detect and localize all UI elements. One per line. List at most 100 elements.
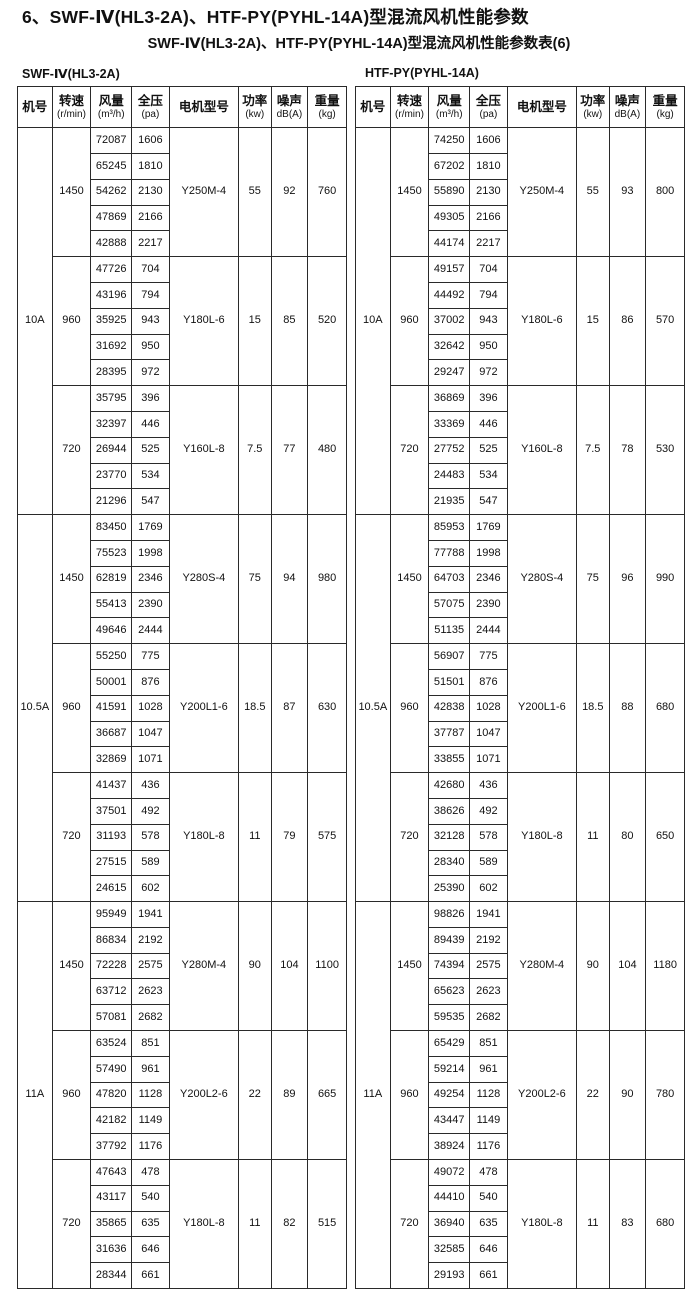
cell-speed: 960 (51, 643, 92, 774)
cell-air-flow: 21296 (90, 488, 133, 516)
column-header-model: 电机型号 (506, 86, 577, 129)
cell-total-pressure: 943 (131, 307, 170, 335)
cell-air-flow: 72087 (90, 127, 133, 154)
cell-air-flow: 31692 (90, 333, 133, 361)
cell-total-pressure: 661 (469, 1262, 508, 1289)
column-header-power-main: 功率 (580, 94, 606, 109)
cell-motor-model: Y200L2-6 (506, 1030, 577, 1161)
cell-air-flow: 33369 (428, 410, 471, 438)
cell-air-flow: 77788 (428, 539, 471, 567)
cell-total-pressure: 1810 (469, 152, 508, 180)
cell-air-flow: 29247 (428, 359, 471, 387)
column-header-speed: 转速 (r/min) (51, 86, 92, 129)
table-row: 49305 2166 (356, 204, 685, 232)
cell-total-pressure: 635 (469, 1210, 508, 1238)
cell-total-pressure: 2444 (131, 617, 170, 645)
cell-total-pressure: 1998 (131, 539, 170, 567)
table-row: 720 35795 396 Y160L-8 7.5 77 480 (18, 385, 347, 516)
table-row: 75523 1998 (18, 539, 347, 567)
cell-air-flow: 28344 (90, 1262, 133, 1289)
cell-air-flow: 74250 (428, 127, 471, 154)
table-captions: SWF-Ⅳ(HL3-2A) HTF-PY(PYHL-14A) (22, 54, 682, 86)
cell-machine-number: 10A (355, 127, 391, 516)
page-root: 6、SWF-Ⅳ(HL3-2A)、HTF-PY(PYHL-14A)型混流风机性能参… (17, 7, 685, 1289)
cell-total-pressure: 540 (469, 1184, 508, 1212)
column-header-machine: 机号 (355, 86, 391, 129)
cell-air-flow: 44410 (428, 1184, 471, 1212)
cell-noise: 79 (270, 772, 309, 903)
cell-speed: 1450 (51, 901, 92, 1032)
column-header-pressure-unit: (pa) (479, 108, 498, 120)
cell-air-flow: 50001 (90, 668, 133, 696)
cell-speed: 1450 (51, 127, 92, 258)
cell-total-pressure: 972 (131, 359, 170, 387)
cell-weight: 980 (307, 514, 347, 645)
cell-air-flow: 72228 (90, 952, 133, 980)
cell-total-pressure: 1769 (131, 514, 170, 541)
cell-total-pressure: 646 (469, 1236, 508, 1264)
cell-air-flow: 38626 (428, 797, 471, 825)
cell-total-pressure: 2682 (131, 1004, 170, 1032)
cell-air-flow: 47726 (90, 256, 133, 283)
cell-machine-number: 10.5A (17, 514, 53, 903)
cell-total-pressure: 851 (469, 1030, 508, 1057)
cell-power: 11 (575, 1159, 610, 1289)
cell-total-pressure: 534 (469, 462, 508, 490)
cell-total-pressure: 943 (469, 307, 508, 335)
column-header-speed-main: 转速 (396, 94, 422, 109)
cell-total-pressure: 2682 (469, 1004, 508, 1032)
cell-total-pressure: 972 (469, 359, 508, 387)
table-row: 43196 794 (18, 281, 347, 309)
cell-air-flow: 32642 (428, 333, 471, 361)
table-header-row: 机号 转速 (r/min) 风量 (m³/h) 全压 (pa) 电机型号 功率 (kw) 噪声 dB(… (355, 86, 685, 129)
cell-total-pressure: 2217 (469, 230, 508, 258)
table-row: 720 36869 396 Y160L-8 7.5 78 530 (356, 385, 685, 516)
cell-weight: 780 (645, 1030, 685, 1161)
cell-air-flow: 33855 (428, 746, 471, 774)
cell-machine-number: 11A (355, 901, 391, 1289)
table-row: 960 47726 704 Y180L-6 15 85 520 (18, 256, 347, 387)
cell-total-pressure: 1071 (469, 746, 508, 774)
cell-air-flow: 43447 (428, 1107, 471, 1135)
cell-total-pressure: 578 (469, 823, 508, 851)
table-row: 11A 1450 98826 1941 Y280M-4 90 104 1180 (355, 901, 685, 1289)
cell-air-flow: 49157 (428, 256, 471, 283)
cell-total-pressure: 2192 (469, 926, 508, 954)
cell-speed: 720 (389, 772, 430, 903)
cell-total-pressure: 635 (131, 1210, 170, 1238)
cell-air-flow: 44174 (428, 230, 471, 258)
cell-total-pressure: 1071 (131, 746, 170, 774)
cell-total-pressure: 396 (469, 385, 508, 412)
cell-total-pressure: 446 (131, 410, 170, 438)
cell-total-pressure: 1176 (131, 1133, 170, 1161)
cell-weight: 665 (307, 1030, 347, 1161)
cell-power: 7.5 (237, 385, 272, 516)
table-row: 41591 1028 (18, 694, 347, 722)
cell-machine-number: 11A (17, 901, 53, 1289)
cell-air-flow: 65429 (428, 1030, 471, 1057)
column-header-weight-unit: (kg) (318, 108, 336, 120)
cell-power: 90 (575, 901, 610, 1032)
column-header-speed: 转速 (r/min) (389, 86, 430, 129)
cell-total-pressure: 540 (131, 1184, 170, 1212)
table-header-row: 机号 转速 (r/min) 风量 (m³/h) 全压 (pa) 电机型号 功率 (kw) 噪声 dB(… (17, 86, 347, 129)
cell-power: 7.5 (575, 385, 610, 516)
table-row: 28395 972 (18, 359, 347, 387)
cell-speed: 720 (51, 772, 92, 903)
cell-total-pressure: 2623 (469, 978, 508, 1006)
cell-air-flow: 25390 (428, 875, 471, 903)
cell-motor-model: Y180L-6 (168, 256, 239, 387)
cell-air-flow: 55250 (90, 643, 133, 670)
cell-motor-model: Y180L-6 (506, 256, 577, 387)
cell-air-flow: 44492 (428, 281, 471, 309)
cell-noise: 104 (270, 901, 309, 1032)
table-row: 77788 1998 (356, 539, 685, 567)
cell-air-flow: 36940 (428, 1210, 471, 1238)
cell-motor-model: Y280S-4 (506, 514, 577, 645)
cell-air-flow: 32128 (428, 823, 471, 851)
cell-motor-model: Y160L-8 (168, 385, 239, 516)
cell-motor-model: Y160L-8 (506, 385, 577, 516)
cell-air-flow: 51135 (428, 617, 471, 645)
table-row: 27752 525 (356, 436, 685, 464)
cell-motor-model: Y200L1-6 (168, 643, 239, 774)
